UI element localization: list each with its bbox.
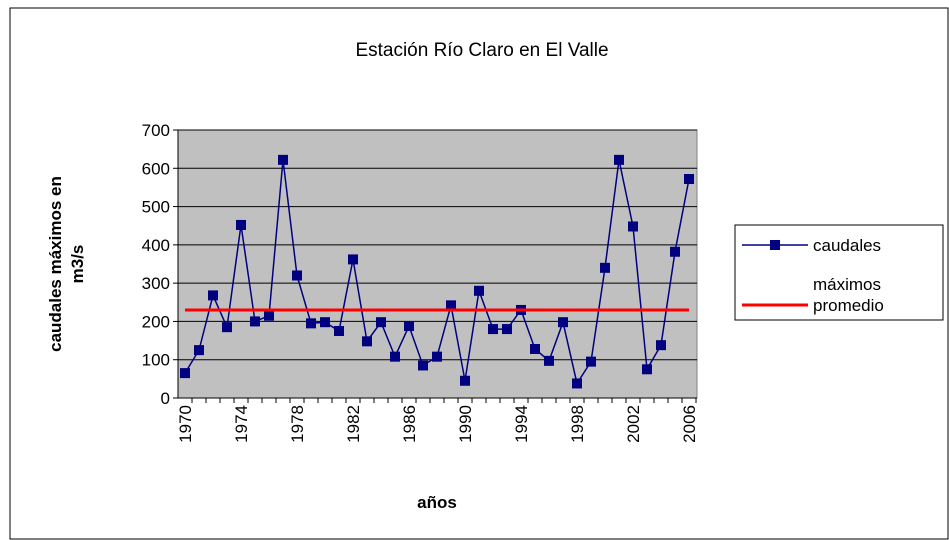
data-point <box>362 336 372 347</box>
data-point <box>208 290 218 301</box>
legend-label: promedio <box>813 296 884 315</box>
data-point <box>180 368 190 379</box>
data-point <box>502 324 512 335</box>
data-point <box>656 340 666 351</box>
x-tick-label: 1986 <box>400 405 419 443</box>
data-point <box>628 221 638 232</box>
data-point <box>614 154 624 165</box>
data-point <box>404 321 414 332</box>
data-point <box>264 310 274 321</box>
data-point <box>474 285 484 296</box>
x-tick-label: 1990 <box>456 405 475 443</box>
data-point <box>446 300 456 311</box>
data-point <box>334 326 344 336</box>
data-point <box>460 375 470 386</box>
data-point <box>544 355 554 366</box>
data-point <box>670 246 680 257</box>
x-tick-label: 1998 <box>568 405 587 443</box>
data-point <box>348 254 358 265</box>
x-tick-label: 1974 <box>232 405 251 443</box>
data-point <box>432 351 442 362</box>
y-tick-label: 700 <box>142 121 170 140</box>
data-point <box>194 345 204 356</box>
data-point <box>306 318 316 329</box>
chart-title: Estación Río Claro en El Valle <box>355 40 608 61</box>
data-point <box>572 378 582 389</box>
data-point <box>642 364 652 375</box>
x-tick-label: 2006 <box>680 405 699 443</box>
y-tick-label: 600 <box>142 159 170 178</box>
data-point <box>586 356 596 367</box>
y-tick-label: 300 <box>142 274 170 293</box>
x-tick-label: 2002 <box>624 405 643 443</box>
y-tick-label: 400 <box>142 236 170 255</box>
x-tick-label: 1970 <box>176 405 195 443</box>
x-axis-title: años <box>417 493 457 512</box>
data-point <box>236 219 246 230</box>
data-point <box>320 317 330 328</box>
y-tick-label: 200 <box>142 312 170 331</box>
data-point <box>250 316 260 327</box>
data-point <box>278 154 288 165</box>
data-point <box>418 360 428 371</box>
data-point <box>488 324 498 335</box>
y-axis-title: caudales máximos en m3/s <box>46 176 87 352</box>
y-tick-label: 100 <box>142 351 170 370</box>
x-tick-label: 1982 <box>344 405 363 443</box>
data-point <box>222 322 232 333</box>
y-tick-label: 0 <box>161 389 170 408</box>
data-point <box>600 262 610 273</box>
data-point <box>558 317 568 328</box>
legend-marker <box>770 240 780 250</box>
data-point <box>292 270 302 281</box>
data-point <box>684 174 694 185</box>
data-point <box>376 317 386 328</box>
x-tick-label: 1978 <box>288 405 307 443</box>
data-point <box>390 351 400 362</box>
x-tick-label: 1994 <box>512 405 531 443</box>
legend-label: caudales máximos <box>813 236 881 294</box>
data-point <box>530 343 540 354</box>
y-tick-label: 500 <box>142 198 170 217</box>
